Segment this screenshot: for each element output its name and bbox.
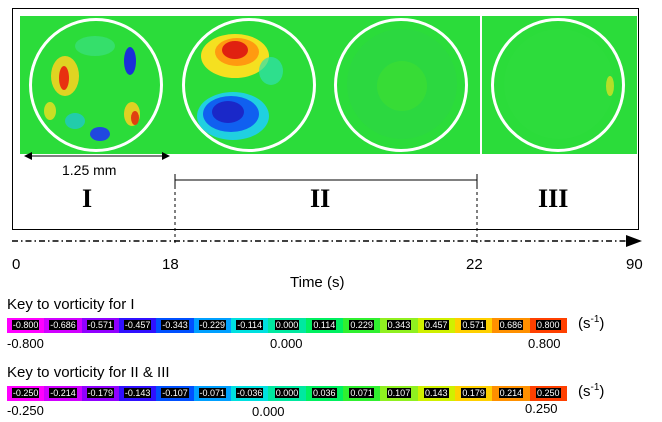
phase-label-3: III [538,184,569,213]
key2-color-cell: -0.107 [156,386,194,401]
key2-color-cell: -0.071 [193,386,231,401]
key2-cell-value: -0.107 [161,388,189,398]
time-axis-arrow [12,235,642,247]
key1-cell-value: 0.800 [535,320,561,330]
key1-cell-value: -0.686 [49,320,77,330]
key1-cell-value: -0.571 [86,320,115,330]
key2-cell-value: 0.214 [498,388,524,398]
key1-color-cell: -0.571 [81,318,119,333]
key2-color-cell: 0.250 [529,386,567,401]
key2-max-label: 0.250 [525,401,558,416]
vorticity-panel-2b [325,16,480,154]
key2-cell-value: 0.071 [349,388,374,398]
key1-color-cell: 0.114 [305,318,343,333]
key2-title: Key to vorticity for II & III [7,364,170,381]
key1-color-cell: 0.000 [268,318,306,333]
time-tick-0: 0 [12,256,21,273]
key2-color-cell: -0.250 [7,386,45,401]
phase-2-bracket [174,174,478,244]
key2-cell-value: 0.036 [312,388,337,398]
phase-label-1: I [82,184,93,213]
key2-cell-value: 0.000 [274,388,300,398]
key2-color-cell: 0.214 [492,386,530,401]
key1-color-cell: -0.800 [7,318,45,333]
key1-color-cell: 0.571 [454,318,493,333]
key1-color-cell: 0.686 [492,318,530,333]
key2-mid-label: 0.000 [252,404,285,419]
key1-cell-value: 0.000 [274,320,300,330]
key1-color-cell: -0.457 [118,318,157,333]
key1-cell-value: -0.457 [123,320,152,330]
key2-color-cell: 0.071 [342,386,381,401]
key1-color-cell: -0.229 [193,318,231,333]
key2-cell-value: 0.143 [424,388,449,398]
key1-cell-value: -0.114 [236,320,264,330]
key2-cell-value: 0.250 [535,388,561,398]
key2-cell-value: -0.250 [11,388,40,398]
sample-boundary-circle [182,18,316,152]
key1-color-cell: -0.686 [44,318,82,333]
key2-color-cell: 0.107 [380,386,418,401]
key1-cell-value: 0.114 [312,320,337,330]
scale-bar [24,152,170,160]
key1-colorbar: -0.800 -0.686 -0.571 -0.457 -0.343 -0.229 -0.1… [7,318,567,333]
key2-color-cell: 0.179 [454,386,493,401]
phase-label-2: II [310,184,331,213]
key1-max-label: 0.800 [528,336,561,351]
key1-color-cell: -0.114 [230,318,269,333]
key2-color-cell: 0.000 [268,386,306,401]
key2-color-cell: 0.143 [417,386,455,401]
key1-color-cell: -0.343 [156,318,194,333]
key2-min-label: -0.250 [7,403,44,418]
key1-unit-close: ) [599,315,605,332]
key1-min-label: -0.800 [7,336,44,351]
time-tick-90: 90 [626,256,643,273]
key2-unit-base: (s [578,383,591,400]
key2-cell-value: 0.179 [461,388,486,398]
key2-unit-exp: -1 [590,382,600,393]
key2-color-cell: -0.143 [118,386,157,401]
key1-cell-value: -0.229 [198,320,227,330]
key1-title: Key to vorticity for I [7,296,135,313]
key2-color-cell: -0.214 [44,386,82,401]
figure-frame [12,8,639,230]
sample-boundary-circle [334,18,468,152]
key2-cell-value: -0.071 [198,388,227,398]
key1-cell-value: 0.343 [386,320,412,330]
key1-unit-exp: -1 [590,314,600,325]
key1-mid-label: 0.000 [270,336,303,351]
key2-cell-value: -0.143 [123,388,152,398]
key1-color-cell: 0.343 [380,318,418,333]
key2-colorbar: -0.250 -0.214 -0.179 -0.143 -0.107 -0.071 -0.0… [7,386,567,401]
time-tick-18: 18 [162,256,179,273]
key1-cell-value: 0.686 [498,320,524,330]
key2-color-cell: -0.036 [230,386,269,401]
vorticity-panel-3 [482,16,637,154]
key2-unit-close: ) [599,383,605,400]
vorticity-panel-1 [20,16,175,154]
key2-cell-value: -0.214 [49,388,77,398]
key1-unit-base: (s [578,315,591,332]
key1-cell-value: 0.229 [349,320,374,330]
key1-cell-value: -0.800 [11,320,40,330]
key2-cell-value: 0.107 [386,388,412,398]
time-tick-22: 22 [466,256,483,273]
key1-color-cell: 0.800 [529,318,567,333]
vorticity-panel-2a [173,16,328,154]
key2-unit: (s-1) [578,382,604,400]
sample-boundary-circle [491,18,625,152]
key2-color-cell: -0.179 [81,386,119,401]
key2-color-cell: 0.036 [305,386,343,401]
key2-cell-value: -0.036 [235,388,264,398]
scale-bar-label: 1.25 mm [62,162,117,178]
sample-boundary-circle [29,18,163,152]
key1-cell-value: 0.457 [424,320,449,330]
time-axis-label: Time (s) [290,274,345,291]
key2-cell-value: -0.179 [86,388,115,398]
key1-cell-value: -0.343 [161,320,189,330]
key1-color-cell: 0.457 [417,318,455,333]
key1-unit: (s-1) [578,314,604,332]
key1-cell-value: 0.571 [461,320,486,330]
key1-color-cell: 0.229 [342,318,381,333]
